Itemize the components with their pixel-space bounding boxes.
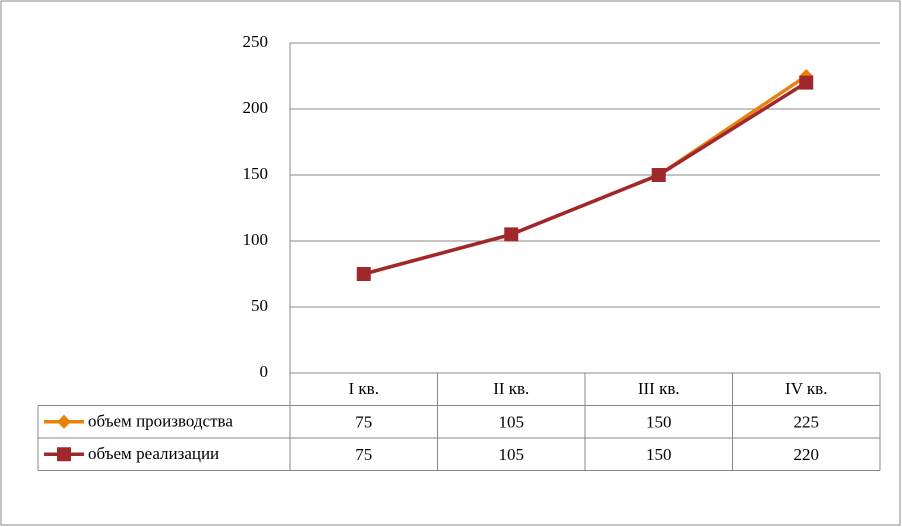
legend-label: объем реализации [88,444,219,463]
table-value: 75 [355,413,372,432]
y-tick-label: 0 [260,362,269,381]
data-point [651,168,666,182]
series-line [363,81,808,276]
table-value: 150 [646,445,672,464]
table-value: 75 [355,445,372,464]
y-tick-label: 250 [243,32,269,51]
legend-label: объем производства [88,412,233,431]
table-value: 105 [499,413,525,432]
x-tick-label: III кв. [638,379,680,398]
x-tick-label: IV кв. [785,379,827,398]
y-tick-label: 100 [243,230,269,249]
data-point [504,227,519,242]
table-value: 105 [499,445,525,464]
y-tick-label: 50 [251,296,268,315]
y-tick-label: 200 [243,98,269,117]
data-point [799,75,814,90]
y-tick-label: 150 [243,164,269,183]
data-point [356,267,371,281]
x-tick-label: I кв. [349,379,379,398]
table-value: 225 [794,413,820,432]
legend-marker [57,414,71,429]
table-value: 220 [794,445,820,464]
x-tick-label: II кв. [493,379,529,398]
legend-marker [57,447,71,462]
table-value: 150 [646,413,672,432]
